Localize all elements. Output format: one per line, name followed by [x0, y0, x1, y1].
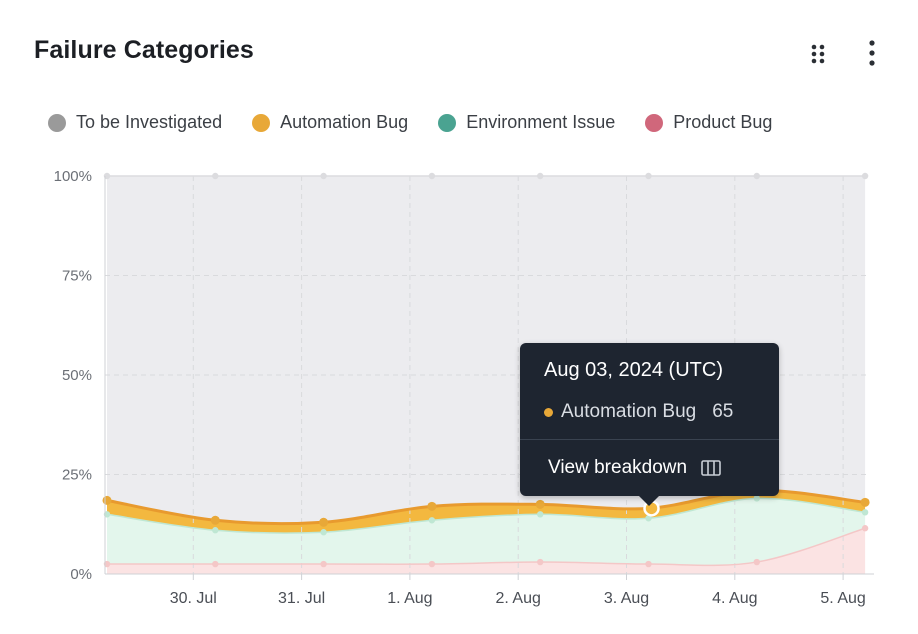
x-tick-label: 30. Jul: [170, 590, 217, 607]
grid-dots-icon[interactable]: [804, 40, 832, 68]
point-environment-issue: [537, 511, 544, 518]
point-product-bug: [212, 560, 219, 568]
y-tick-label: 25%: [62, 467, 92, 484]
legend-item-to-be-investigated[interactable]: To be Investigated: [48, 112, 222, 133]
point-to-be-investigated: [645, 172, 652, 180]
chart-legend: To be Investigated Automation Bug Enviro…: [48, 112, 772, 133]
legend-label: Product Bug: [673, 112, 773, 132]
y-tick-label: 100%: [54, 168, 92, 185]
y-tick-label: 50%: [62, 367, 92, 384]
point-to-be-investigated: [428, 172, 436, 180]
point-automation-bug: [860, 497, 870, 507]
legend-label: Automation Bug: [280, 112, 409, 132]
point-automation-bug: [427, 501, 437, 511]
point-automation-bug: [102, 495, 112, 505]
point-environment-issue: [753, 495, 760, 502]
view-breakdown-link[interactable]: View breakdown: [548, 457, 721, 479]
point-automation-bug: [210, 515, 220, 525]
area-automation-bug: [107, 490, 866, 534]
x-tick-label: 2. Aug: [496, 590, 541, 607]
series-line-product-bug: [107, 527, 866, 567]
y-tick-label: 75%: [62, 268, 92, 285]
point-product-bug: [861, 525, 869, 532]
legend-dot: [48, 113, 66, 132]
point-automation-bug: [535, 499, 545, 509]
point-to-be-investigated: [320, 172, 327, 180]
x-tick-label: 31. Jul: [278, 590, 325, 607]
legend-dot: [252, 113, 271, 132]
point-environment-issue: [861, 509, 869, 516]
point-product-bug: [753, 558, 760, 566]
legend-item-environment-issue[interactable]: Environment Issue: [438, 112, 615, 133]
point-to-be-investigated: [537, 172, 544, 180]
point-to-be-investigated: [861, 172, 869, 180]
series-line-environment-issue: [106, 497, 866, 534]
point-product-bug: [645, 560, 652, 568]
tooltip-date: Aug 03, 2024 (UTC): [544, 359, 723, 381]
point-environment-issue: [212, 527, 219, 534]
columns-icon: [701, 460, 721, 476]
point-product-bug: [537, 558, 544, 566]
legend-item-product-bug[interactable]: Product Bug: [645, 112, 772, 133]
legend-label: To be Investigated: [76, 112, 223, 132]
page-title: Failure Categories: [34, 36, 254, 64]
x-tick-label: 3. Aug: [604, 590, 649, 607]
point-to-be-investigated: [753, 172, 760, 180]
view-breakdown-label: View breakdown: [548, 457, 688, 478]
legend-label: Environment Issue: [466, 112, 616, 132]
legend-dot: [438, 113, 457, 132]
y-tick-label: 0%: [70, 566, 92, 583]
tooltip-divider: [520, 439, 779, 440]
x-tick-label: 5. Aug: [820, 590, 865, 607]
x-tick-label: 1. Aug: [387, 590, 432, 607]
point-environment-issue: [428, 517, 436, 524]
tooltip-series-row: Automation Bug 65: [544, 401, 733, 423]
point-product-bug: [320, 560, 327, 568]
point-automation-bug: [319, 517, 329, 527]
tooltip-series-dot: [544, 407, 553, 417]
legend-item-automation-bug[interactable]: Automation Bug: [252, 112, 408, 133]
tooltip-series-value: 65: [712, 401, 734, 422]
x-tick-label: 4. Aug: [712, 590, 757, 607]
more-vertical-icon[interactable]: [858, 40, 886, 68]
tooltip-series-name: Automation Bug: [561, 401, 697, 422]
chart-tooltip: Aug 03, 2024 (UTC) Automation Bug 65 Vie…: [520, 343, 779, 506]
area-environment-issue: [107, 498, 866, 566]
point-product-bug: [428, 560, 436, 568]
legend-dot: [645, 113, 664, 132]
point-to-be-investigated: [212, 172, 219, 180]
point-environment-issue: [645, 515, 652, 522]
point-environment-issue: [320, 529, 327, 536]
area-product-bug: [107, 528, 866, 574]
